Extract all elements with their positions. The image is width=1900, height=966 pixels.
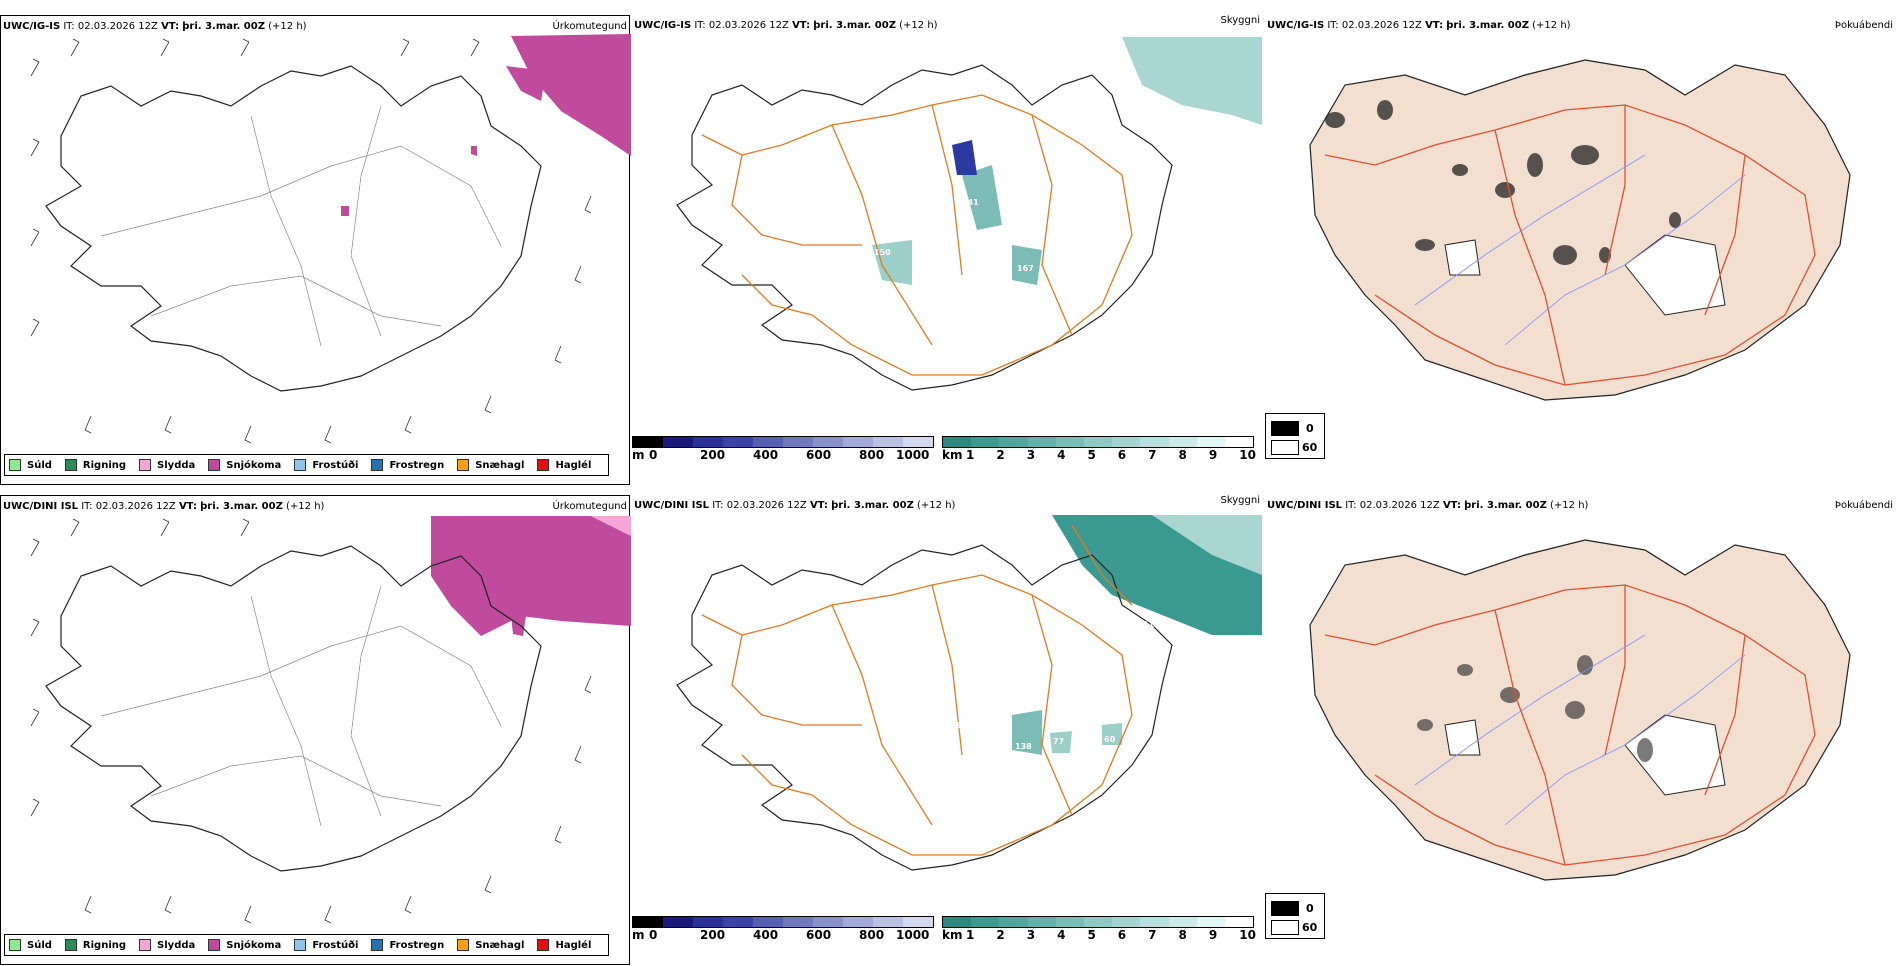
panel-title: UWC/DINI ISL IT: 02.03.2026 12Z VT: þri.…: [634, 500, 956, 511]
tick-label: 400: [753, 928, 779, 942]
cloudbase-label: 138: [1015, 742, 1032, 751]
fog-panel-row2: UWC/DINI ISL IT: 02.03.2026 12Z VT: þri.…: [1265, 495, 1895, 965]
wind-barbs: [30, 38, 592, 444]
panel-variable-title: Þokuábendi: [1834, 500, 1893, 511]
cloud-map: [676, 515, 1262, 871]
cloud-panel-row1: UWC/IG-IS IT: 02.03.2026 12Z VT: þri. 3.…: [632, 15, 1262, 485]
visibility-ticks: 1 2 3 4 5 6 7 8 9 10: [966, 928, 1256, 942]
tick-label: 600: [806, 448, 832, 462]
cloud-map: [676, 37, 1262, 391]
cloudbase-label: 241: [962, 198, 979, 207]
fog-map: [1309, 59, 1851, 401]
legend-item: Snjókoma: [208, 939, 281, 951]
legend-item: Haglél: [537, 459, 591, 471]
cloudbase-colorbar: [632, 436, 934, 448]
tick-label: 600: [806, 928, 832, 942]
legend-item: Frostregn: [371, 939, 444, 951]
road-network: [1324, 584, 1816, 866]
road-network: [701, 94, 1133, 376]
precip-panel-row2: UWC/DINI ISL IT: 02.03.2026 12Z VT: þri.…: [0, 495, 631, 965]
cloudbase-label: 8: [1052, 218, 1058, 227]
tick-label: 0: [649, 928, 658, 942]
visibility-unit: km: [942, 928, 963, 942]
tick-label: 800: [859, 928, 885, 942]
legend-item: Slydda: [139, 459, 195, 471]
legend-item: Snæhagl: [457, 459, 524, 471]
visibility-ticks: 1 2 3 4 5 6 7 8 9 10: [966, 448, 1256, 462]
cloudbase-label: 77: [1053, 737, 1065, 746]
iceland-outline: [676, 544, 1173, 871]
tick-label: 0: [649, 448, 658, 462]
panel-title: UWC/IG-IS IT: 02.03.2026 12Z VT: þri. 3.…: [634, 20, 938, 31]
cloudbase-colorbar: [632, 916, 934, 928]
precip-map: [30, 34, 631, 444]
precip-panel-row1: UWC/IG-IS IT: 02.03.2026 12Z VT: þri. 3.…: [0, 15, 631, 485]
fog-map: [1309, 539, 1851, 881]
river-network: [1414, 154, 1746, 346]
visibility-colorbar: [942, 916, 1254, 928]
legend-item: Snjókoma: [208, 459, 281, 471]
panel-variable-title: Úrkomutegund: [552, 501, 627, 512]
river-network: [1414, 634, 1746, 826]
legend-item: Snæhagl: [457, 939, 524, 951]
cloudbase-label: 118: [1143, 620, 1160, 629]
legend-item: Súld: [9, 459, 52, 471]
iceland-outline: [45, 65, 542, 392]
legend-item: Slydda: [139, 939, 195, 951]
cloudbase-label: 150: [874, 248, 891, 257]
legend-item: Rigning: [64, 459, 126, 471]
panel-variable-title: Skyggni: [1220, 15, 1260, 26]
panel-title: UWC/IG-IS IT: 02.03.2026 12Z VT: þri. 3.…: [3, 21, 307, 32]
tick-label: 1000: [896, 928, 930, 942]
iceland-outline: [1309, 59, 1851, 401]
legend-item: Frostúði: [294, 459, 358, 471]
panel-variable-title: Þokuábendi: [1834, 20, 1893, 31]
cloudbase-label: 167: [1017, 264, 1034, 273]
tick-label: 400: [753, 448, 779, 462]
legend-item: Súld: [9, 939, 52, 951]
cloudbase-label: 60: [1104, 735, 1116, 744]
road-network: [1324, 104, 1816, 386]
legend-item: Frostregn: [371, 459, 444, 471]
iceland-outline: [45, 545, 542, 872]
precip-legend: Súld Rigning Slydda Snjókoma Frostúði Fr…: [4, 454, 610, 476]
visibility-unit: km: [942, 448, 963, 462]
precip-map: [30, 516, 631, 924]
panel-variable-title: Skyggni: [1220, 495, 1260, 506]
fog-panel-row1: UWC/IG-IS IT: 02.03.2026 12Z VT: þri. 3.…: [1265, 15, 1895, 485]
tick-label: 200: [700, 928, 726, 942]
legend-item: Rigning: [64, 939, 126, 951]
visibility-colorbar: [942, 436, 1254, 448]
legend-item: Frostúði: [294, 939, 358, 951]
panel-title: UWC/IG-IS IT: 02.03.2026 12Z VT: þri. 3.…: [1267, 20, 1571, 31]
tick-label: 800: [859, 448, 885, 462]
wind-barbs: [30, 518, 592, 924]
tick-label: 1000: [896, 448, 930, 462]
iceland-outline: [676, 64, 1173, 391]
panel-title: UWC/DINI ISL IT: 02.03.2026 12Z VT: þri.…: [1267, 500, 1589, 511]
precip-legend: Súld Rigning Slydda Snjókoma Frostúði Fr…: [4, 934, 610, 956]
cloudbase-unit: m: [632, 928, 645, 942]
legend-item: Haglél: [537, 939, 591, 951]
fog-legend: 0 60: [1265, 413, 1325, 459]
panel-title: UWC/DINI ISL IT: 02.03.2026 12Z VT: þri.…: [3, 501, 325, 512]
road-network: [701, 524, 1133, 856]
fog-legend: 0 60: [1265, 893, 1325, 939]
cloudbase-label: 208: [944, 721, 961, 730]
cloudbase-unit: m: [632, 448, 645, 462]
panel-variable-title: Úrkomutegund: [552, 21, 627, 32]
cloud-panel-row2: UWC/DINI ISL IT: 02.03.2026 12Z VT: þri.…: [632, 495, 1262, 965]
tick-label: 200: [700, 448, 726, 462]
